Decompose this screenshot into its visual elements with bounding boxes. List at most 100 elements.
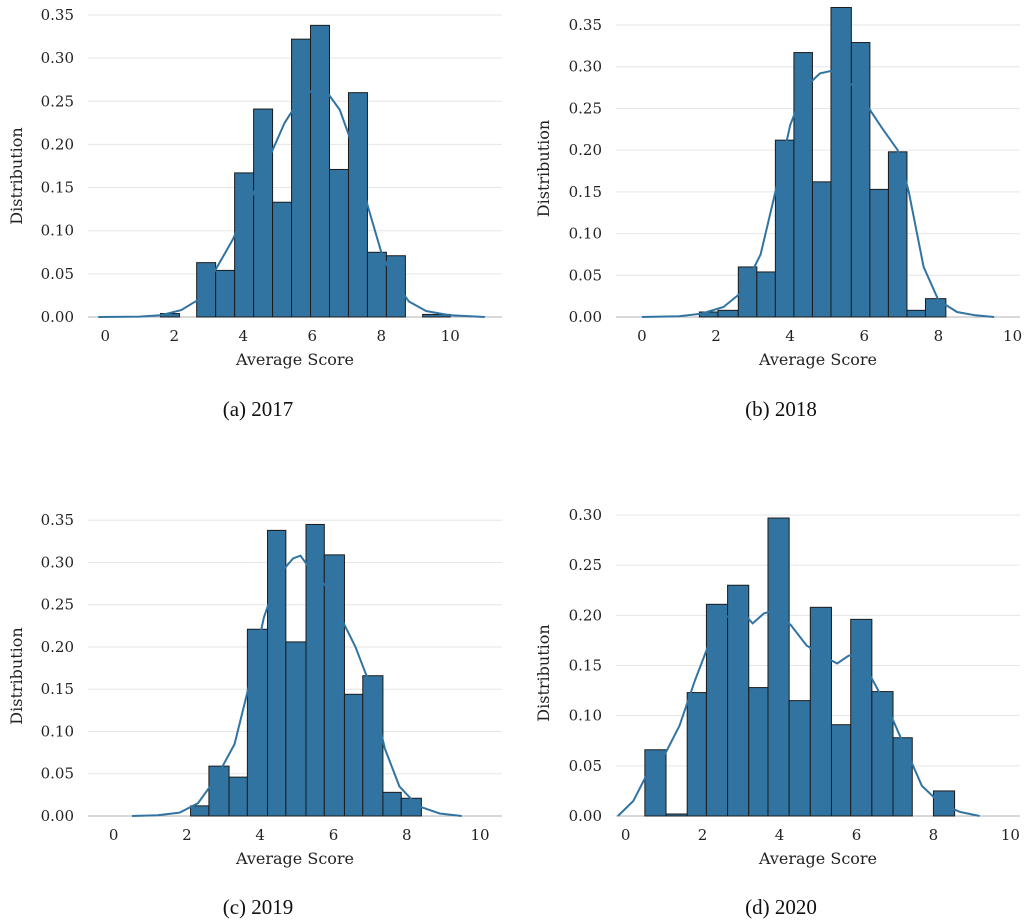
histogram-bar [253,108,274,318]
histogram-bar [686,692,707,817]
y-tick-label: 0.25 [569,99,602,117]
histogram-bar [788,700,811,817]
x-tick-label: 4 [775,826,785,844]
x-tick-label: 8 [402,826,412,844]
histogram-bar [705,603,729,817]
histogram-bar [924,298,947,318]
y-tick-label: 0.10 [41,722,74,740]
histogram-bar [892,737,913,817]
histogram-bar [329,168,349,318]
x-tick-label: 2 [169,327,179,345]
kde-curve [617,609,980,817]
histogram-bar [215,269,236,318]
y-tick-label: 0.15 [569,183,602,201]
x-tick-label: 10 [1003,327,1022,345]
histogram-bar [809,606,832,817]
y-tick-label: 0.35 [41,511,74,529]
subfigure-caption: (d) 2020 [745,895,817,919]
x-tick-label: 0 [621,826,631,844]
y-tick-label: 0.10 [41,222,74,240]
y-tick-label: 0.20 [569,606,602,624]
y-tick-label: 0.05 [569,757,602,775]
x-tick-label: 6 [852,826,862,844]
x-axis-label: Average Score [235,350,354,369]
x-tick-label: 0 [637,327,647,345]
histogram-bar [366,251,387,318]
y-tick-label: 0.30 [41,553,74,571]
x-tick-label: 2 [711,327,721,345]
histogram-bar [756,271,776,318]
y-tick-label: 0.10 [569,225,602,243]
histogram-bar [323,554,345,817]
y-tick-label: 0.15 [41,179,74,197]
histogram-bar [644,749,667,817]
histogram-bar [228,776,248,817]
x-tick-label: 10 [1001,826,1020,844]
histogram-bar [727,584,750,817]
y-tick-label: 0.25 [41,92,74,110]
x-axis-label: Average Score [758,849,877,868]
x-tick-label: 6 [329,826,339,844]
y-tick-label: 0.00 [41,807,74,825]
y-tick-label: 0.30 [41,49,74,67]
y-tick-label: 0.00 [41,308,74,326]
x-tick-label: 4 [785,327,795,345]
y-axis-label: Distribution [7,127,26,224]
y-tick-label: 0.35 [41,6,74,24]
chart-panel-3: 0.00 0.05 0.10 0.15 0.20 0.25 0.30 0.35 0 2 4 6 8 10 A… [7,511,502,919]
subfigure-caption: (b) 2018 [745,397,817,421]
histogram-bar [774,139,795,318]
chart-panel-2: 0.00 0.05 0.10 0.15 0.20 0.25 0.30 0.35 0 2 4 6 8 10 A… [534,7,1022,421]
kde-curve [641,69,995,318]
chart-panel-4: 0.00 0.05 0.10 0.15 0.20 0.25 0.30 0 2 4 6 8 10 Avera… [534,506,1020,919]
subfigure-caption: (a) 2017 [223,397,294,421]
histogram-bar [291,38,312,318]
y-tick-label: 0.10 [569,707,602,725]
y-tick-label: 0.35 [569,16,602,34]
y-tick-label: 0.15 [41,680,74,698]
kde-curve [98,89,485,318]
y-tick-label: 0.30 [569,506,602,524]
histogram-bar [830,724,852,817]
y-tick-label: 0.20 [41,135,74,153]
histogram-bar [811,181,832,318]
histogram-bar [362,675,384,817]
y-tick-label: 0.00 [569,807,602,825]
x-tick-label: 8 [929,826,939,844]
histogram-bar [748,687,769,817]
histogram-bar [906,309,926,318]
histogram-bar [869,188,889,318]
x-tick-label: 2 [698,826,708,844]
y-tick-label: 0.20 [41,638,74,656]
histogram-bar [871,691,894,817]
x-tick-label: 8 [376,327,386,345]
histogram-bar [717,309,739,318]
y-tick-label: 0.30 [569,58,602,76]
x-tick-label: 10 [470,826,489,844]
x-tick-label: 0 [100,327,110,345]
histogram-bar [767,517,790,817]
histogram-bar [272,201,293,318]
histogram-bar [850,618,873,817]
histogram-bar [385,255,406,318]
x-tick-label: 6 [307,327,317,345]
kde-curve [131,554,462,817]
x-tick-label: 2 [182,826,192,844]
histogram-bar [234,172,255,318]
x-tick-label: 10 [441,327,460,345]
x-axis-label: Average Score [235,849,354,868]
histogram-bar [267,529,287,817]
y-tick-label: 0.00 [569,308,602,326]
histogram-bar [246,628,269,817]
x-tick-label: 0 [109,826,119,844]
histogram-bar [347,92,368,318]
y-tick-label: 0.05 [41,765,74,783]
x-tick-label: 4 [238,327,248,345]
y-axis-label: Distribution [534,624,553,721]
histogram-bar [190,805,210,817]
y-tick-label: 0.05 [41,265,74,283]
histogram-bar [932,790,956,817]
y-tick-label: 0.25 [41,596,74,614]
histogram-bar [196,262,217,318]
